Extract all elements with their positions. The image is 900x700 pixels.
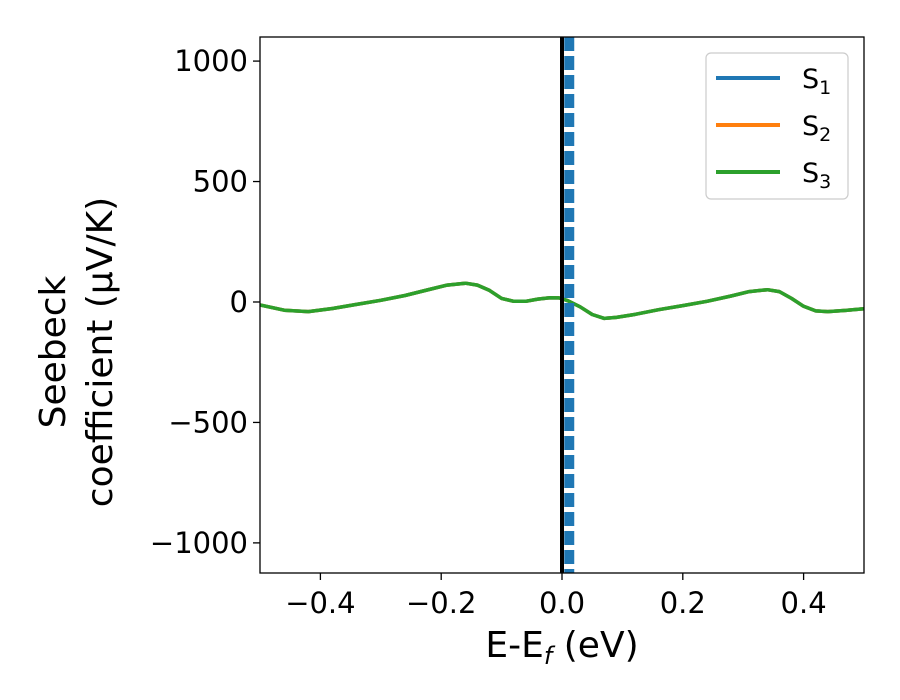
y-tick-label: −500 [168,405,248,439]
y-tick-label: −1000 [150,526,248,560]
series-layer [260,281,864,321]
x-axis-label-main: E-E [485,625,543,666]
x-tick-label: 0.0 [539,586,585,620]
x-tick-label: 0.2 [660,586,706,620]
x-axis-label: E-Ef (eV) [485,625,638,670]
legend-label-s3: S3 [802,158,831,193]
y-axis-ticks: 1000 500 0 −500 −1000 [150,44,260,560]
x-axis-label-unit: (eV) [552,625,638,666]
legend-label-s2: S2 [802,111,831,146]
x-tick-label: 0.4 [781,586,827,620]
y-tick-label: 0 [230,285,248,319]
x-tick-label: −0.4 [285,586,355,620]
y-tick-label: 1000 [174,44,248,78]
y-tick-label: 500 [193,165,248,199]
y-axis-label-line2: coefficient (μV/K) [80,197,121,507]
x-axis-ticks: −0.4 −0.2 0.0 0.2 0.4 [285,573,827,620]
y-axis-label-line1: Seebeck [33,275,74,428]
legend-label-s1: S1 [802,64,831,99]
y-axis-label: Seebeck coefficient (μV/K) [33,197,121,507]
legend: S1 S2 S3 [705,52,849,200]
series-line-s3 [260,281,864,321]
reference-layer [560,37,575,573]
x-tick-label: −0.2 [406,586,476,620]
